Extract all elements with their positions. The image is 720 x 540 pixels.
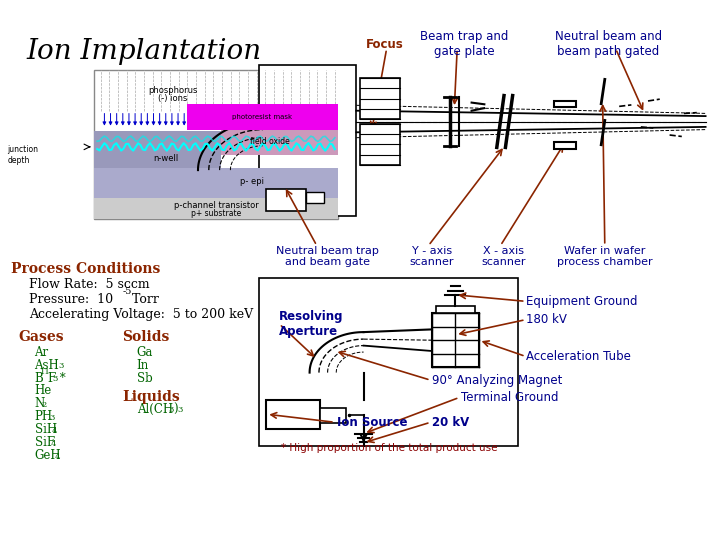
- Text: Y - axis
scanner: Y - axis scanner: [410, 246, 454, 267]
- Text: SiH: SiH: [35, 423, 57, 436]
- Text: ): ): [173, 403, 177, 416]
- Bar: [221, 125, 338, 155]
- Text: 180 kV: 180 kV: [526, 313, 567, 326]
- Bar: [306, 192, 324, 202]
- Text: Pressure:  10: Pressure: 10: [29, 293, 113, 306]
- Text: 3: 3: [49, 414, 54, 422]
- Text: -5: -5: [122, 287, 132, 296]
- Text: Torr: Torr: [128, 293, 159, 306]
- Text: Ar: Ar: [35, 346, 49, 359]
- Text: AsH: AsH: [35, 359, 59, 372]
- Text: p-channel transistor: p-channel transistor: [174, 201, 258, 210]
- Text: SiF: SiF: [35, 436, 55, 449]
- Bar: [266, 189, 306, 211]
- Text: n-well: n-well: [153, 154, 179, 163]
- Bar: [94, 198, 338, 219]
- Text: phosphorus: phosphorus: [148, 86, 197, 94]
- Text: 2: 2: [42, 401, 47, 409]
- Text: 4: 4: [50, 440, 56, 448]
- Text: He: He: [35, 384, 52, 397]
- Text: Equipment Ground: Equipment Ground: [526, 295, 637, 308]
- Text: PH: PH: [35, 410, 53, 423]
- Text: 4: 4: [52, 427, 58, 435]
- Bar: [364, 129, 379, 135]
- Text: 3: 3: [177, 406, 182, 414]
- Text: * High proportion of the total product use: * High proportion of the total product u…: [281, 443, 498, 453]
- Text: Process Conditions: Process Conditions: [11, 262, 160, 276]
- Text: Resolving
Aperture: Resolving Aperture: [279, 310, 344, 338]
- Text: 90° Analyzing Magnet: 90° Analyzing Magnet: [432, 374, 562, 387]
- Text: p+ substrate: p+ substrate: [191, 209, 241, 218]
- Text: X - axis
scanner: X - axis scanner: [482, 246, 526, 267]
- Text: Solids: Solids: [122, 330, 170, 345]
- Text: Al(CH: Al(CH: [137, 403, 173, 416]
- Text: Accelerating Voltage:  5 to 200 keV: Accelerating Voltage: 5 to 200 keV: [29, 308, 253, 321]
- Text: 4: 4: [55, 453, 60, 461]
- Bar: [360, 124, 400, 165]
- Bar: [554, 101, 576, 107]
- Text: Ion Source: Ion Source: [337, 416, 408, 429]
- Text: junction
depth: junction depth: [7, 145, 38, 165]
- Text: In: In: [137, 359, 149, 372]
- Bar: [94, 131, 221, 168]
- Text: Liquids: Liquids: [122, 390, 180, 404]
- Text: Flow Rate:  5 sccm: Flow Rate: 5 sccm: [29, 278, 150, 291]
- Text: Terminal Ground: Terminal Ground: [461, 391, 558, 404]
- Text: Ga: Ga: [137, 346, 153, 359]
- Bar: [94, 70, 338, 219]
- Text: 3: 3: [168, 406, 174, 414]
- Bar: [432, 313, 479, 367]
- Text: 20 kV: 20 kV: [432, 416, 469, 429]
- Bar: [320, 408, 346, 423]
- Text: (-) ions: (-) ions: [158, 94, 187, 103]
- Bar: [266, 400, 320, 429]
- Text: Wafer in wafer
process chamber: Wafer in wafer process chamber: [557, 246, 652, 267]
- Text: Ion Implantation: Ion Implantation: [27, 38, 261, 65]
- Text: p- epi: p- epi: [240, 178, 264, 186]
- Bar: [360, 78, 400, 119]
- Text: 11: 11: [40, 368, 51, 376]
- Text: field oxide: field oxide: [250, 137, 289, 146]
- Bar: [554, 142, 576, 149]
- Text: photoresist mask: photoresist mask: [233, 113, 292, 120]
- Text: 3: 3: [53, 375, 58, 383]
- Text: Neutral beam and
beam path gated: Neutral beam and beam path gated: [555, 30, 662, 58]
- Text: F: F: [48, 372, 55, 384]
- Text: Focus: Focus: [366, 38, 404, 51]
- Text: Gases: Gases: [18, 330, 63, 345]
- Text: *: *: [56, 372, 66, 384]
- Text: Beam trap and
gate plate: Beam trap and gate plate: [420, 30, 508, 58]
- Bar: [436, 306, 475, 313]
- Text: GeH: GeH: [35, 449, 61, 462]
- Text: N: N: [35, 397, 45, 410]
- Bar: [94, 168, 338, 198]
- Text: 3: 3: [58, 362, 63, 370]
- Text: B: B: [35, 372, 43, 384]
- Text: Sb: Sb: [137, 372, 153, 384]
- Bar: [186, 104, 338, 130]
- Text: Acceleration Tube: Acceleration Tube: [526, 350, 631, 363]
- Text: Neutral beam trap
and beam gate: Neutral beam trap and beam gate: [276, 246, 379, 267]
- Bar: [259, 278, 518, 446]
- Bar: [259, 65, 356, 216]
